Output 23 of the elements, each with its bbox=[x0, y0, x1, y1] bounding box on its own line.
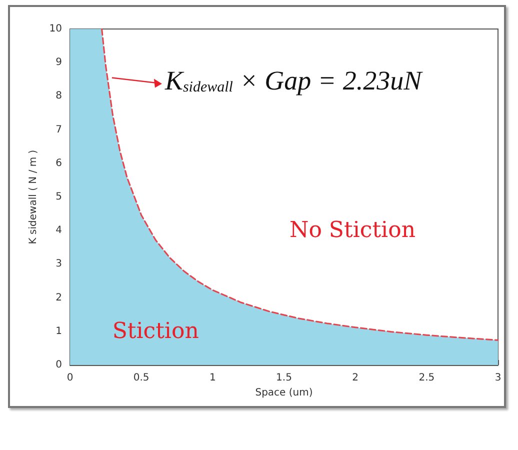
y-tick-label: 10 bbox=[49, 24, 62, 34]
annotation: Stiction bbox=[112, 318, 199, 344]
y-tick-label: 2 bbox=[56, 292, 62, 304]
y-tick-label: 9 bbox=[56, 57, 62, 68]
x-tick-label: 0 bbox=[66, 372, 74, 384]
y-tick-label: 6 bbox=[56, 158, 62, 169]
x-tick-label: 1.5 bbox=[276, 372, 292, 384]
annotation: No Stiction bbox=[289, 218, 416, 244]
x-tick-label: 2.5 bbox=[418, 372, 435, 384]
y-tick-label: 3 bbox=[56, 258, 62, 270]
x-tick-label: 2 bbox=[352, 372, 359, 384]
y-tick-label: 7 bbox=[56, 124, 62, 136]
x-tick-label: 0.5 bbox=[133, 372, 150, 384]
y-tick-label: 1 bbox=[56, 326, 62, 337]
y-tick-label: 5 bbox=[56, 192, 62, 202]
y-axis-title: K sidewall ( N / m ) bbox=[28, 150, 39, 244]
x-tick-label: 3 bbox=[494, 372, 502, 384]
y-tick-label: 0 bbox=[56, 360, 62, 370]
x-tick-label: 1 bbox=[209, 372, 216, 384]
annotation: Ksidewall × Gap = 2.23uN bbox=[164, 66, 424, 96]
y-tick-label: 4 bbox=[56, 225, 62, 236]
y-tick-label: 8 bbox=[56, 90, 62, 102]
x-axis-title: Space (um) bbox=[255, 387, 313, 398]
